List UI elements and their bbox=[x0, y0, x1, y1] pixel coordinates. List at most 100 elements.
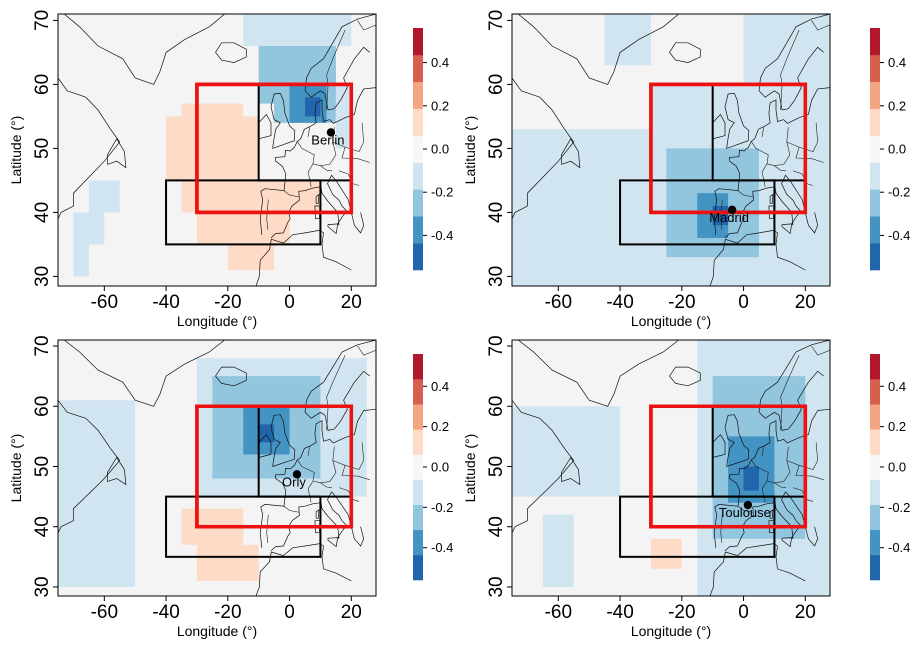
y-tick-label: 40 bbox=[32, 202, 53, 223]
coastline bbox=[669, 42, 701, 63]
x-tick-label: 20 bbox=[341, 602, 362, 623]
x-tick-label: 0 bbox=[738, 292, 749, 313]
x-tick-label: -60 bbox=[91, 602, 118, 623]
heatmap-cell bbox=[243, 14, 352, 46]
colorbar: 0.4 0.2 0.0 -0.2 -0.4 bbox=[870, 28, 910, 271]
city-label: Madrid bbox=[709, 210, 749, 225]
coastline bbox=[304, 46, 371, 111]
x-axis-title: Longitude (°) bbox=[631, 623, 711, 639]
colorbar-swatch bbox=[870, 162, 880, 190]
y-tick-label: 60 bbox=[486, 396, 507, 417]
colorbar-tick-label: 0.2 bbox=[888, 419, 906, 434]
city-marker bbox=[743, 500, 753, 510]
coastline bbox=[327, 223, 339, 235]
heatmap-cell bbox=[73, 212, 105, 245]
country-border bbox=[720, 199, 723, 230]
colorbar-swatch bbox=[870, 504, 880, 531]
coastline bbox=[561, 138, 581, 169]
x-tick-label: 20 bbox=[795, 602, 816, 623]
country-border bbox=[312, 446, 337, 484]
coastline bbox=[107, 138, 127, 169]
country-border bbox=[761, 446, 764, 456]
colorbar-tick-label: 0.4 bbox=[888, 55, 906, 70]
country-border bbox=[751, 459, 769, 503]
x-axis-title: Longitude (°) bbox=[177, 623, 257, 639]
country-border bbox=[811, 20, 830, 31]
city-label: Toulouse bbox=[719, 505, 771, 520]
map-plot-area bbox=[512, 14, 830, 286]
heatmap-cell bbox=[304, 97, 321, 117]
colorbar-tick-label: -0.2 bbox=[888, 185, 910, 200]
coastline bbox=[517, 340, 679, 407]
y-axis-title: Latitude (°) bbox=[8, 116, 24, 185]
city-marker bbox=[326, 128, 336, 137]
region-box-red-overlay bbox=[649, 82, 808, 215]
country-border bbox=[357, 345, 376, 356]
city-label: Berlin bbox=[311, 132, 344, 147]
coastline bbox=[781, 223, 793, 235]
x-tick-label: -40 bbox=[606, 292, 633, 313]
country-border bbox=[326, 29, 346, 111]
heatmap-cell bbox=[604, 14, 651, 66]
x-tick-label: -40 bbox=[152, 602, 179, 623]
x-tick-label: -40 bbox=[606, 602, 633, 623]
colorbar-swatch bbox=[870, 529, 880, 556]
y-tick-label: 30 bbox=[32, 266, 53, 287]
y-axis-title: Latitude (°) bbox=[8, 434, 24, 503]
y-tick-label: 70 bbox=[32, 10, 53, 31]
x-tick-label: -60 bbox=[545, 292, 572, 313]
coastline bbox=[270, 414, 296, 467]
coastline bbox=[709, 229, 806, 286]
colorbar-swatch bbox=[870, 379, 880, 405]
heatmap-cell bbox=[512, 406, 621, 497]
coastline bbox=[304, 370, 371, 431]
colorbar-tick-label: -0.4 bbox=[431, 228, 453, 243]
map-plot-area bbox=[512, 340, 830, 596]
colorbar-swatch bbox=[413, 404, 423, 430]
heatmap-cell bbox=[58, 400, 136, 587]
city-marker bbox=[727, 205, 737, 215]
country-border bbox=[761, 127, 764, 137]
y-tick-label: 50 bbox=[486, 138, 507, 159]
colorbar-swatch bbox=[413, 189, 423, 217]
y-tick-label: 70 bbox=[32, 335, 53, 356]
coastline bbox=[327, 537, 339, 548]
coastline bbox=[781, 537, 793, 548]
colorbar-swatch bbox=[413, 243, 423, 271]
colorbar-swatch bbox=[413, 479, 423, 505]
y-axis-title: Latitude (°) bbox=[462, 434, 478, 503]
coastline bbox=[512, 77, 575, 219]
country-border bbox=[283, 190, 300, 198]
coastline bbox=[561, 456, 581, 486]
colorbar-swatch bbox=[413, 54, 423, 83]
country-border bbox=[297, 459, 315, 503]
country-border bbox=[297, 141, 315, 187]
x-tick-label: -20 bbox=[214, 292, 241, 313]
y-tick-label: 40 bbox=[32, 516, 53, 537]
colorbar-swatch bbox=[413, 135, 423, 163]
y-tick-label: 30 bbox=[486, 266, 507, 287]
colorbar-swatch bbox=[870, 243, 880, 271]
colorbar: 0.4 0.2 0.0 -0.2 -0.4 bbox=[413, 354, 453, 581]
country-border bbox=[780, 354, 800, 431]
colorbar-tick-label: -0.2 bbox=[888, 500, 910, 515]
plot-frame bbox=[57, 13, 377, 287]
coastline bbox=[517, 14, 679, 85]
heatmap-cell bbox=[227, 244, 275, 270]
colorbar-swatch bbox=[413, 379, 423, 405]
heatmap-cell bbox=[88, 180, 120, 213]
coastline bbox=[758, 370, 825, 431]
coastline bbox=[709, 543, 806, 596]
x-tick-label: 20 bbox=[795, 292, 816, 313]
colorbar-swatch bbox=[870, 81, 880, 109]
y-tick-label: 30 bbox=[486, 576, 507, 597]
plot-frame bbox=[511, 339, 831, 597]
country-border bbox=[320, 482, 332, 488]
x-axis-title: Longitude (°) bbox=[631, 313, 711, 329]
coastline bbox=[769, 193, 774, 204]
colorbar-swatch bbox=[413, 529, 423, 556]
heatmap-cell bbox=[196, 544, 259, 581]
colorbar-tick-label: 0.0 bbox=[431, 460, 449, 475]
country-border bbox=[307, 446, 310, 456]
